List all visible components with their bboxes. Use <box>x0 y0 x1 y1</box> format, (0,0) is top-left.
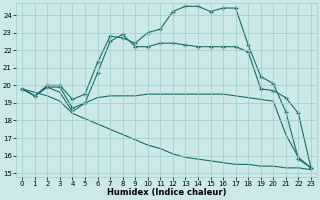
X-axis label: Humidex (Indice chaleur): Humidex (Indice chaleur) <box>107 188 226 197</box>
